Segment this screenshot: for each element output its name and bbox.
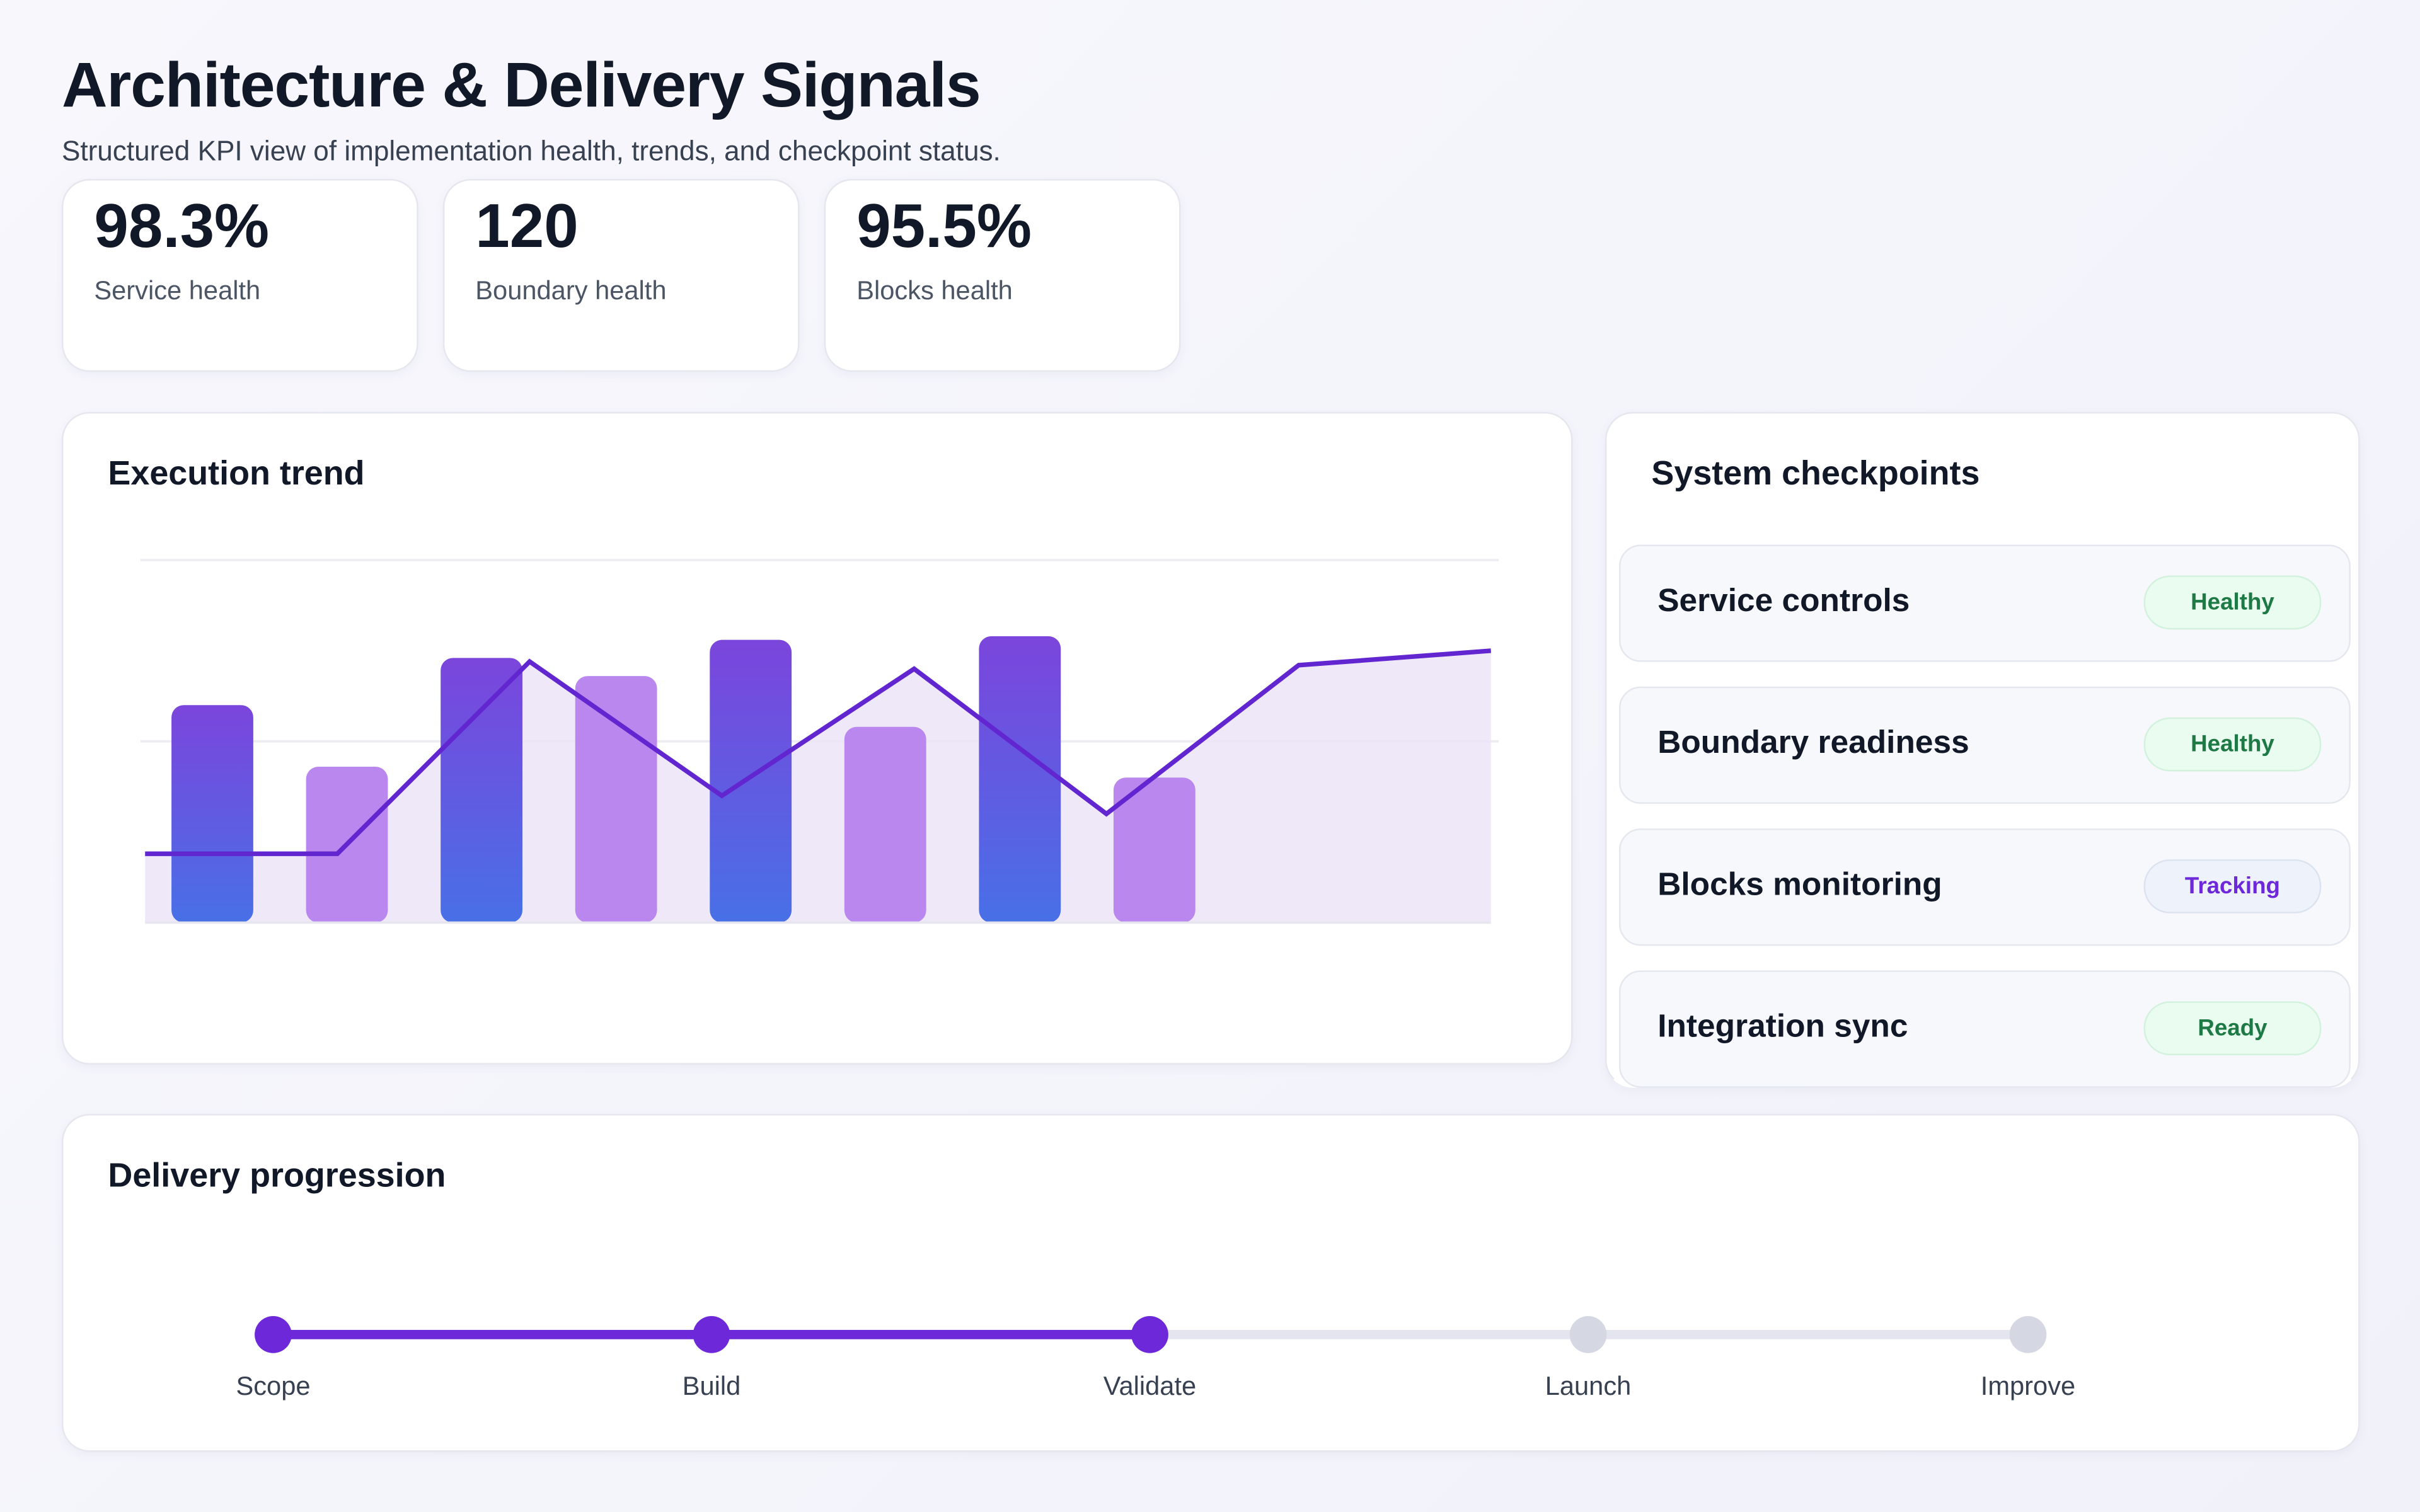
execution-trend-card: Execution trend xyxy=(61,411,1573,1065)
progress-segment xyxy=(1150,1330,1589,1339)
step-label: Launch xyxy=(1545,1372,1632,1401)
bar xyxy=(171,705,253,923)
kpi-label: Boundary health xyxy=(475,276,667,306)
status-badge: Healthy xyxy=(2143,575,2322,630)
step-label: Improve xyxy=(1980,1372,2076,1401)
bar xyxy=(575,676,657,923)
step-dot-improve[interactable] xyxy=(2009,1315,2047,1353)
bar xyxy=(979,636,1061,923)
step-dot-launch[interactable] xyxy=(1569,1315,1607,1353)
kpi-value: 120 xyxy=(475,193,579,261)
kpi-card-blocks-health: 95.5% Blocks health xyxy=(824,179,1181,372)
checkpoint-name: Integration sync xyxy=(1657,1009,1908,1045)
step-dot-build[interactable] xyxy=(693,1315,730,1353)
bar xyxy=(1113,777,1196,923)
checkpoint-name: Boundary readiness xyxy=(1657,725,1969,761)
checkpoint-row-boundary-readiness[interactable]: Boundary readiness Healthy xyxy=(1619,686,2351,804)
status-badge: Tracking xyxy=(2143,859,2322,914)
status-badge: Ready xyxy=(2143,1001,2322,1056)
delivery-stepper: Scope Build Validate Launch Improve xyxy=(63,1116,2358,1450)
kpi-card-service-health: 98.3% Service health xyxy=(61,179,418,372)
bar xyxy=(710,639,792,923)
execution-trend-chart xyxy=(140,559,1499,924)
kpi-value: 95.5% xyxy=(856,193,1032,261)
checkpoint-name: Service controls xyxy=(1657,583,1910,619)
step-dot-validate[interactable] xyxy=(1131,1315,1168,1353)
system-checkpoints-title: System checkpoints xyxy=(1651,454,1980,493)
status-badge: Healthy xyxy=(2143,717,2322,772)
trend-line xyxy=(145,648,1492,856)
page-subtitle: Structured KPI view of implementation he… xyxy=(61,135,1001,167)
checkpoint-row-integration-sync[interactable]: Integration sync Ready xyxy=(1619,970,2351,1088)
step-label: Validate xyxy=(1103,1372,1197,1401)
step-dot-scope[interactable] xyxy=(255,1315,292,1353)
step-label: Build xyxy=(682,1372,741,1401)
kpi-label: Service health xyxy=(94,276,261,306)
execution-trend-title: Execution trend xyxy=(108,454,365,493)
progress-segment xyxy=(711,1330,1150,1339)
kpi-value: 98.3% xyxy=(94,193,270,261)
progress-segment xyxy=(1588,1330,2028,1339)
checkpoint-name: Blocks monitoring xyxy=(1657,867,1942,903)
delivery-progression-title: Delivery progression xyxy=(108,1155,446,1194)
bar xyxy=(441,658,522,923)
checkpoint-row-service-controls[interactable]: Service controls Healthy xyxy=(1619,544,2351,662)
kpi-card-boundary-health: 120 Boundary health xyxy=(442,179,800,372)
system-checkpoints-card: System checkpoints Service controls Heal… xyxy=(1605,411,2360,1088)
step-label: Scope xyxy=(236,1372,311,1401)
checkpoint-row-blocks-monitoring[interactable]: Blocks monitoring Tracking xyxy=(1619,828,2351,946)
page-title: Architecture & Delivery Signals xyxy=(61,49,981,121)
bar xyxy=(844,726,926,923)
kpi-label: Blocks health xyxy=(856,276,1013,306)
delivery-progression-card: Delivery progression Scope Build Validate L… xyxy=(61,1114,2360,1452)
progress-segment xyxy=(273,1330,712,1339)
